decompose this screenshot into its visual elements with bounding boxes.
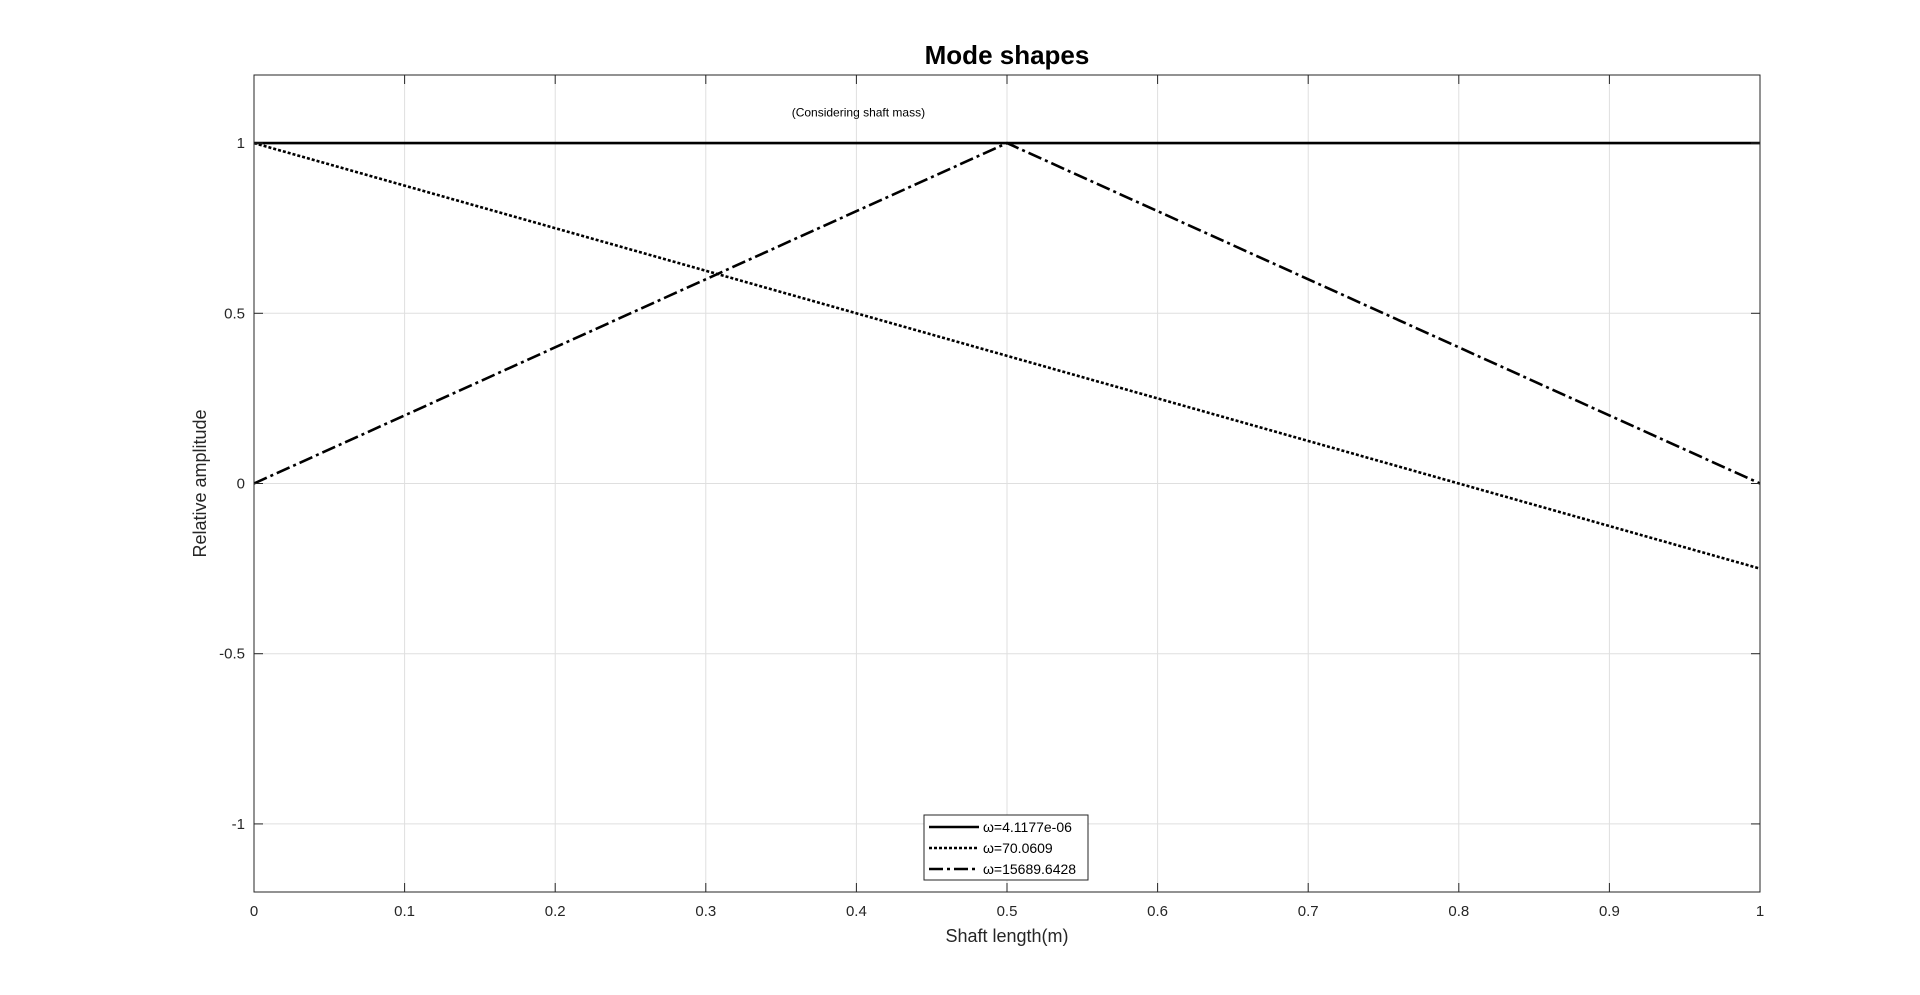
- x-tick-label: 0: [250, 903, 258, 920]
- x-tick-label: 0.1: [394, 903, 415, 920]
- y-tick-label: 0: [237, 476, 245, 493]
- series-line-3: [253, 141, 1761, 485]
- y-tick-label: -1: [232, 816, 245, 833]
- x-axis-label: Shaft length(m): [945, 926, 1068, 946]
- x-tick-label: 0.9: [1599, 903, 1620, 920]
- y-tick-label: -0.5: [219, 646, 245, 663]
- x-tick-label: 0.7: [1298, 903, 1319, 920]
- annotation-text: (Considering shaft mass): [792, 105, 925, 119]
- series-line-2: [253, 141, 1761, 570]
- series-lines: [253, 141, 1761, 570]
- x-tick-label: 0.3: [695, 903, 716, 920]
- x-tick-label: 1: [1756, 903, 1764, 920]
- y-axis-label: Relative amplitude: [190, 409, 210, 557]
- x-tick-label: 0.4: [846, 903, 867, 920]
- x-tick-label: 0.8: [1448, 903, 1469, 920]
- chart-title: Mode shapes: [925, 40, 1090, 70]
- legend[interactable]: ω=4.1177e-06 ω=70.0609 ω=15689.6428: [923, 814, 1089, 881]
- y-tick-label: 0.5: [224, 305, 245, 322]
- legend-entry-1: ω=4.1177e-06: [983, 819, 1072, 835]
- ticks: [253, 75, 1761, 892]
- x-tick-label: 0.5: [997, 903, 1018, 920]
- legend-entry-2: ω=70.0609: [983, 840, 1053, 856]
- x-tick-label: 0.6: [1147, 903, 1168, 920]
- y-tick-label: 1: [237, 135, 245, 152]
- x-tick-label: 0.2: [545, 903, 566, 920]
- legend-entry-3: ω=15689.6428: [983, 861, 1076, 877]
